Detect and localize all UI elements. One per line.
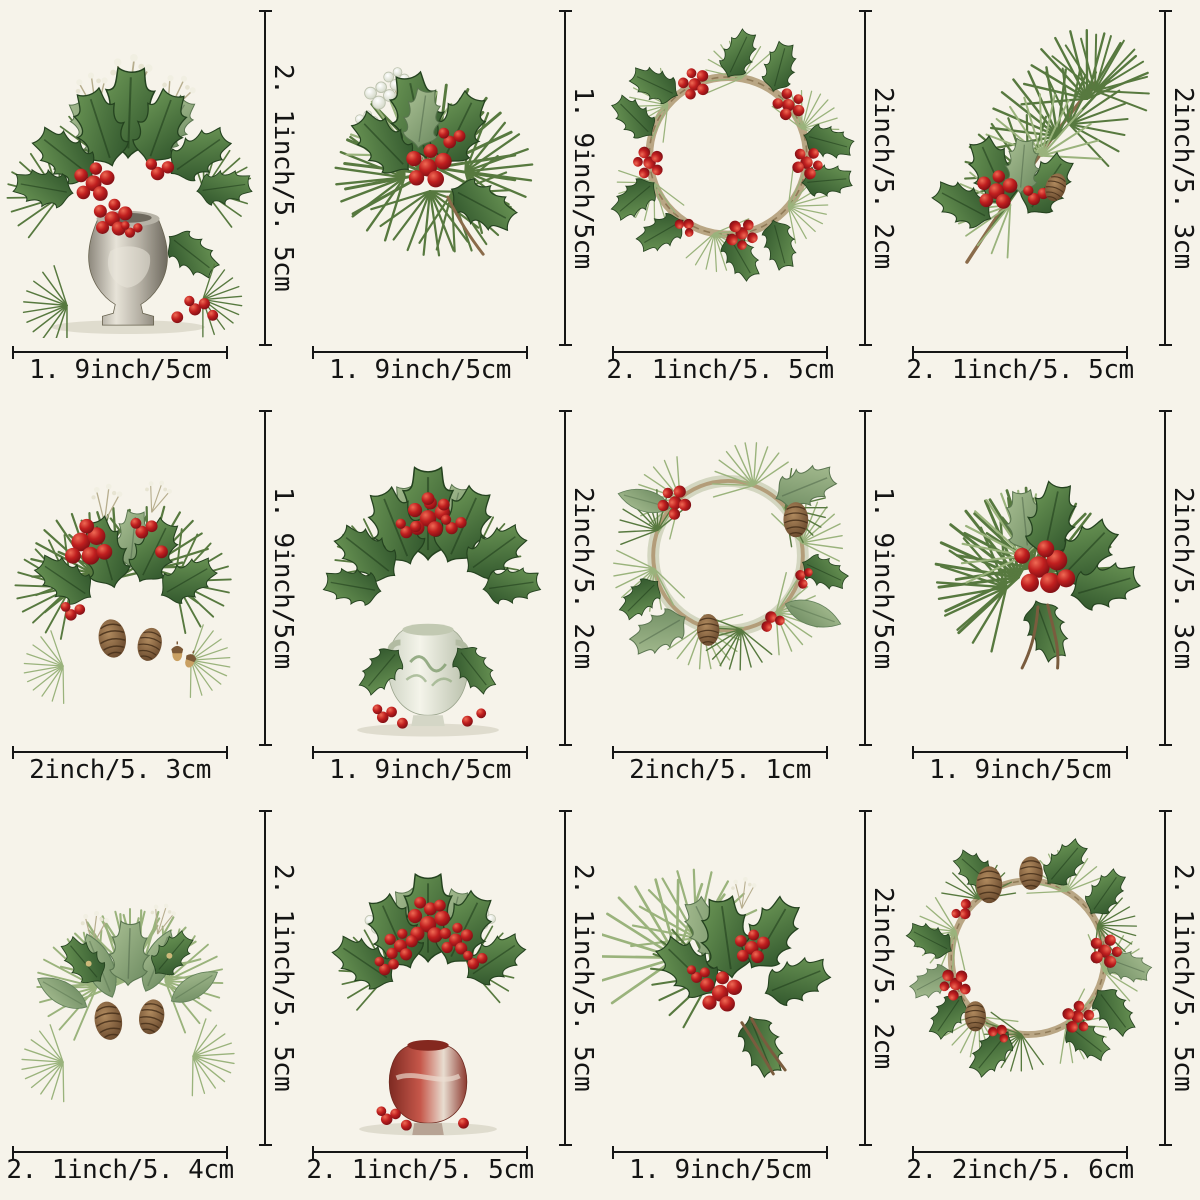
- width-dimension-line: [912, 346, 1128, 359]
- berry-bouquet-red-vase-illustration: [302, 808, 558, 1138]
- width-dimension-line: [612, 746, 828, 759]
- height-label: 2inch/5. 3cm: [1168, 487, 1198, 669]
- holly-wreath-pinecones-illustration: [902, 808, 1158, 1138]
- pine-holly-large-berries-illustration: [902, 408, 1158, 738]
- height-dimension-line: [859, 10, 872, 346]
- width-label: 1. 9inch/5cm: [629, 1155, 811, 1185]
- width-dimension-line: [612, 346, 828, 359]
- size-chart-cell-r2c4: 2inch/5. 3cm 1. 9inch/5cm: [900, 400, 1200, 800]
- soft-greenery-pinecones-illustration: [2, 808, 258, 1138]
- width-dimension-line: [312, 746, 528, 759]
- width-label: 2. 1inch/5. 5cm: [906, 355, 1134, 385]
- pine-branch-holly-illustration: [902, 8, 1158, 338]
- height-dimension-line: [1159, 10, 1172, 346]
- width-label: 2. 1inch/5. 4cm: [6, 1155, 234, 1185]
- width-label: 1. 9inch/5cm: [329, 755, 511, 785]
- height-dimension-line: [859, 410, 872, 746]
- size-chart-cell-r1c1: 2. 1inch/5. 5cm 1. 9inch/5cm: [0, 0, 300, 400]
- holly-pinecone-arrangement-illustration: [2, 408, 258, 738]
- width-label: 1. 9inch/5cm: [929, 755, 1111, 785]
- height-label: 2. 1inch/5. 5cm: [1168, 864, 1198, 1092]
- height-label: 2. 1inch/5. 5cm: [268, 864, 298, 1092]
- height-dimension-line: [259, 410, 272, 746]
- width-dimension-line: [312, 1146, 528, 1159]
- size-chart-cell-r2c1: 1. 9inch/5cm 2inch/5. 3cm: [0, 400, 300, 800]
- height-label: 2. 1inch/5. 5cm: [268, 64, 298, 292]
- size-chart-cell-r3c3: 2inch/5. 2cm 1. 9inch/5cm: [600, 800, 900, 1200]
- width-dimension-line: [12, 1146, 228, 1159]
- height-dimension-line: [1159, 410, 1172, 746]
- width-label: 1. 9inch/5cm: [329, 355, 511, 385]
- height-dimension-line: [859, 810, 872, 1146]
- height-dimension-line: [559, 410, 572, 746]
- width-label: 2. 2inch/5. 6cm: [906, 1155, 1134, 1185]
- width-label: 2inch/5. 1cm: [629, 755, 811, 785]
- height-label: 2. 1inch/5. 5cm: [568, 864, 598, 1092]
- size-chart-cell-r1c3: 2inch/5. 2cm 2. 1inch/5. 5cm: [600, 0, 900, 400]
- height-label: 2inch/5. 3cm: [1168, 87, 1198, 269]
- height-dimension-line: [1159, 810, 1172, 1146]
- height-label: 2inch/5. 2cm: [868, 887, 898, 1069]
- size-chart-cell-r1c2: 1. 9inch/5cm 1. 9inch/5cm: [300, 0, 600, 400]
- size-chart-cell-r3c1: 2. 1inch/5. 5cm 2. 1inch/5. 4cm: [0, 800, 300, 1200]
- width-dimension-line: [912, 1146, 1128, 1159]
- height-label: 1. 9inch/5cm: [868, 487, 898, 669]
- holly-berry-wreath-illustration: [602, 8, 858, 338]
- size-chart-cell-r3c4: 2. 1inch/5. 5cm 2. 2inch/5. 6cm: [900, 800, 1200, 1200]
- size-chart-cell-r1c4: 2inch/5. 3cm 2. 1inch/5. 5cm: [900, 0, 1200, 400]
- height-dimension-line: [559, 810, 572, 1146]
- width-label: 2. 1inch/5. 5cm: [606, 355, 834, 385]
- height-label: 1. 9inch/5cm: [268, 487, 298, 669]
- height-dimension-line: [259, 10, 272, 346]
- size-chart-cell-r2c2: 2inch/5. 2cm 1. 9inch/5cm: [300, 400, 600, 800]
- width-dimension-line: [612, 1146, 828, 1159]
- width-label: 2. 1inch/5. 5cm: [306, 1155, 534, 1185]
- size-chart-cell-r3c2: 2. 1inch/5. 5cm 2. 1inch/5. 5cm: [300, 800, 600, 1200]
- holly-bouquet-silver-vase-illustration: [2, 8, 258, 338]
- width-dimension-line: [12, 746, 228, 759]
- holly-pine-spray-illustration: [302, 8, 558, 338]
- height-dimension-line: [559, 10, 572, 346]
- size-chart-cell-r2c3: 1. 9inch/5cm 2inch/5. 1cm: [600, 400, 900, 800]
- width-dimension-line: [312, 346, 528, 359]
- pine-wreath-pinecones-illustration: [602, 408, 858, 738]
- width-dimension-line: [912, 746, 1128, 759]
- holly-berry-bunch-illustration: [602, 808, 858, 1138]
- height-dimension-line: [259, 810, 272, 1146]
- width-label: 1. 9inch/5cm: [29, 355, 211, 385]
- holly-bouquet-ceramic-vase-illustration: [302, 408, 558, 738]
- height-label: 2inch/5. 2cm: [568, 487, 598, 669]
- height-label: 1. 9inch/5cm: [568, 87, 598, 269]
- width-label: 2inch/5. 3cm: [29, 755, 211, 785]
- height-label: 2inch/5. 2cm: [868, 87, 898, 269]
- width-dimension-line: [12, 346, 228, 359]
